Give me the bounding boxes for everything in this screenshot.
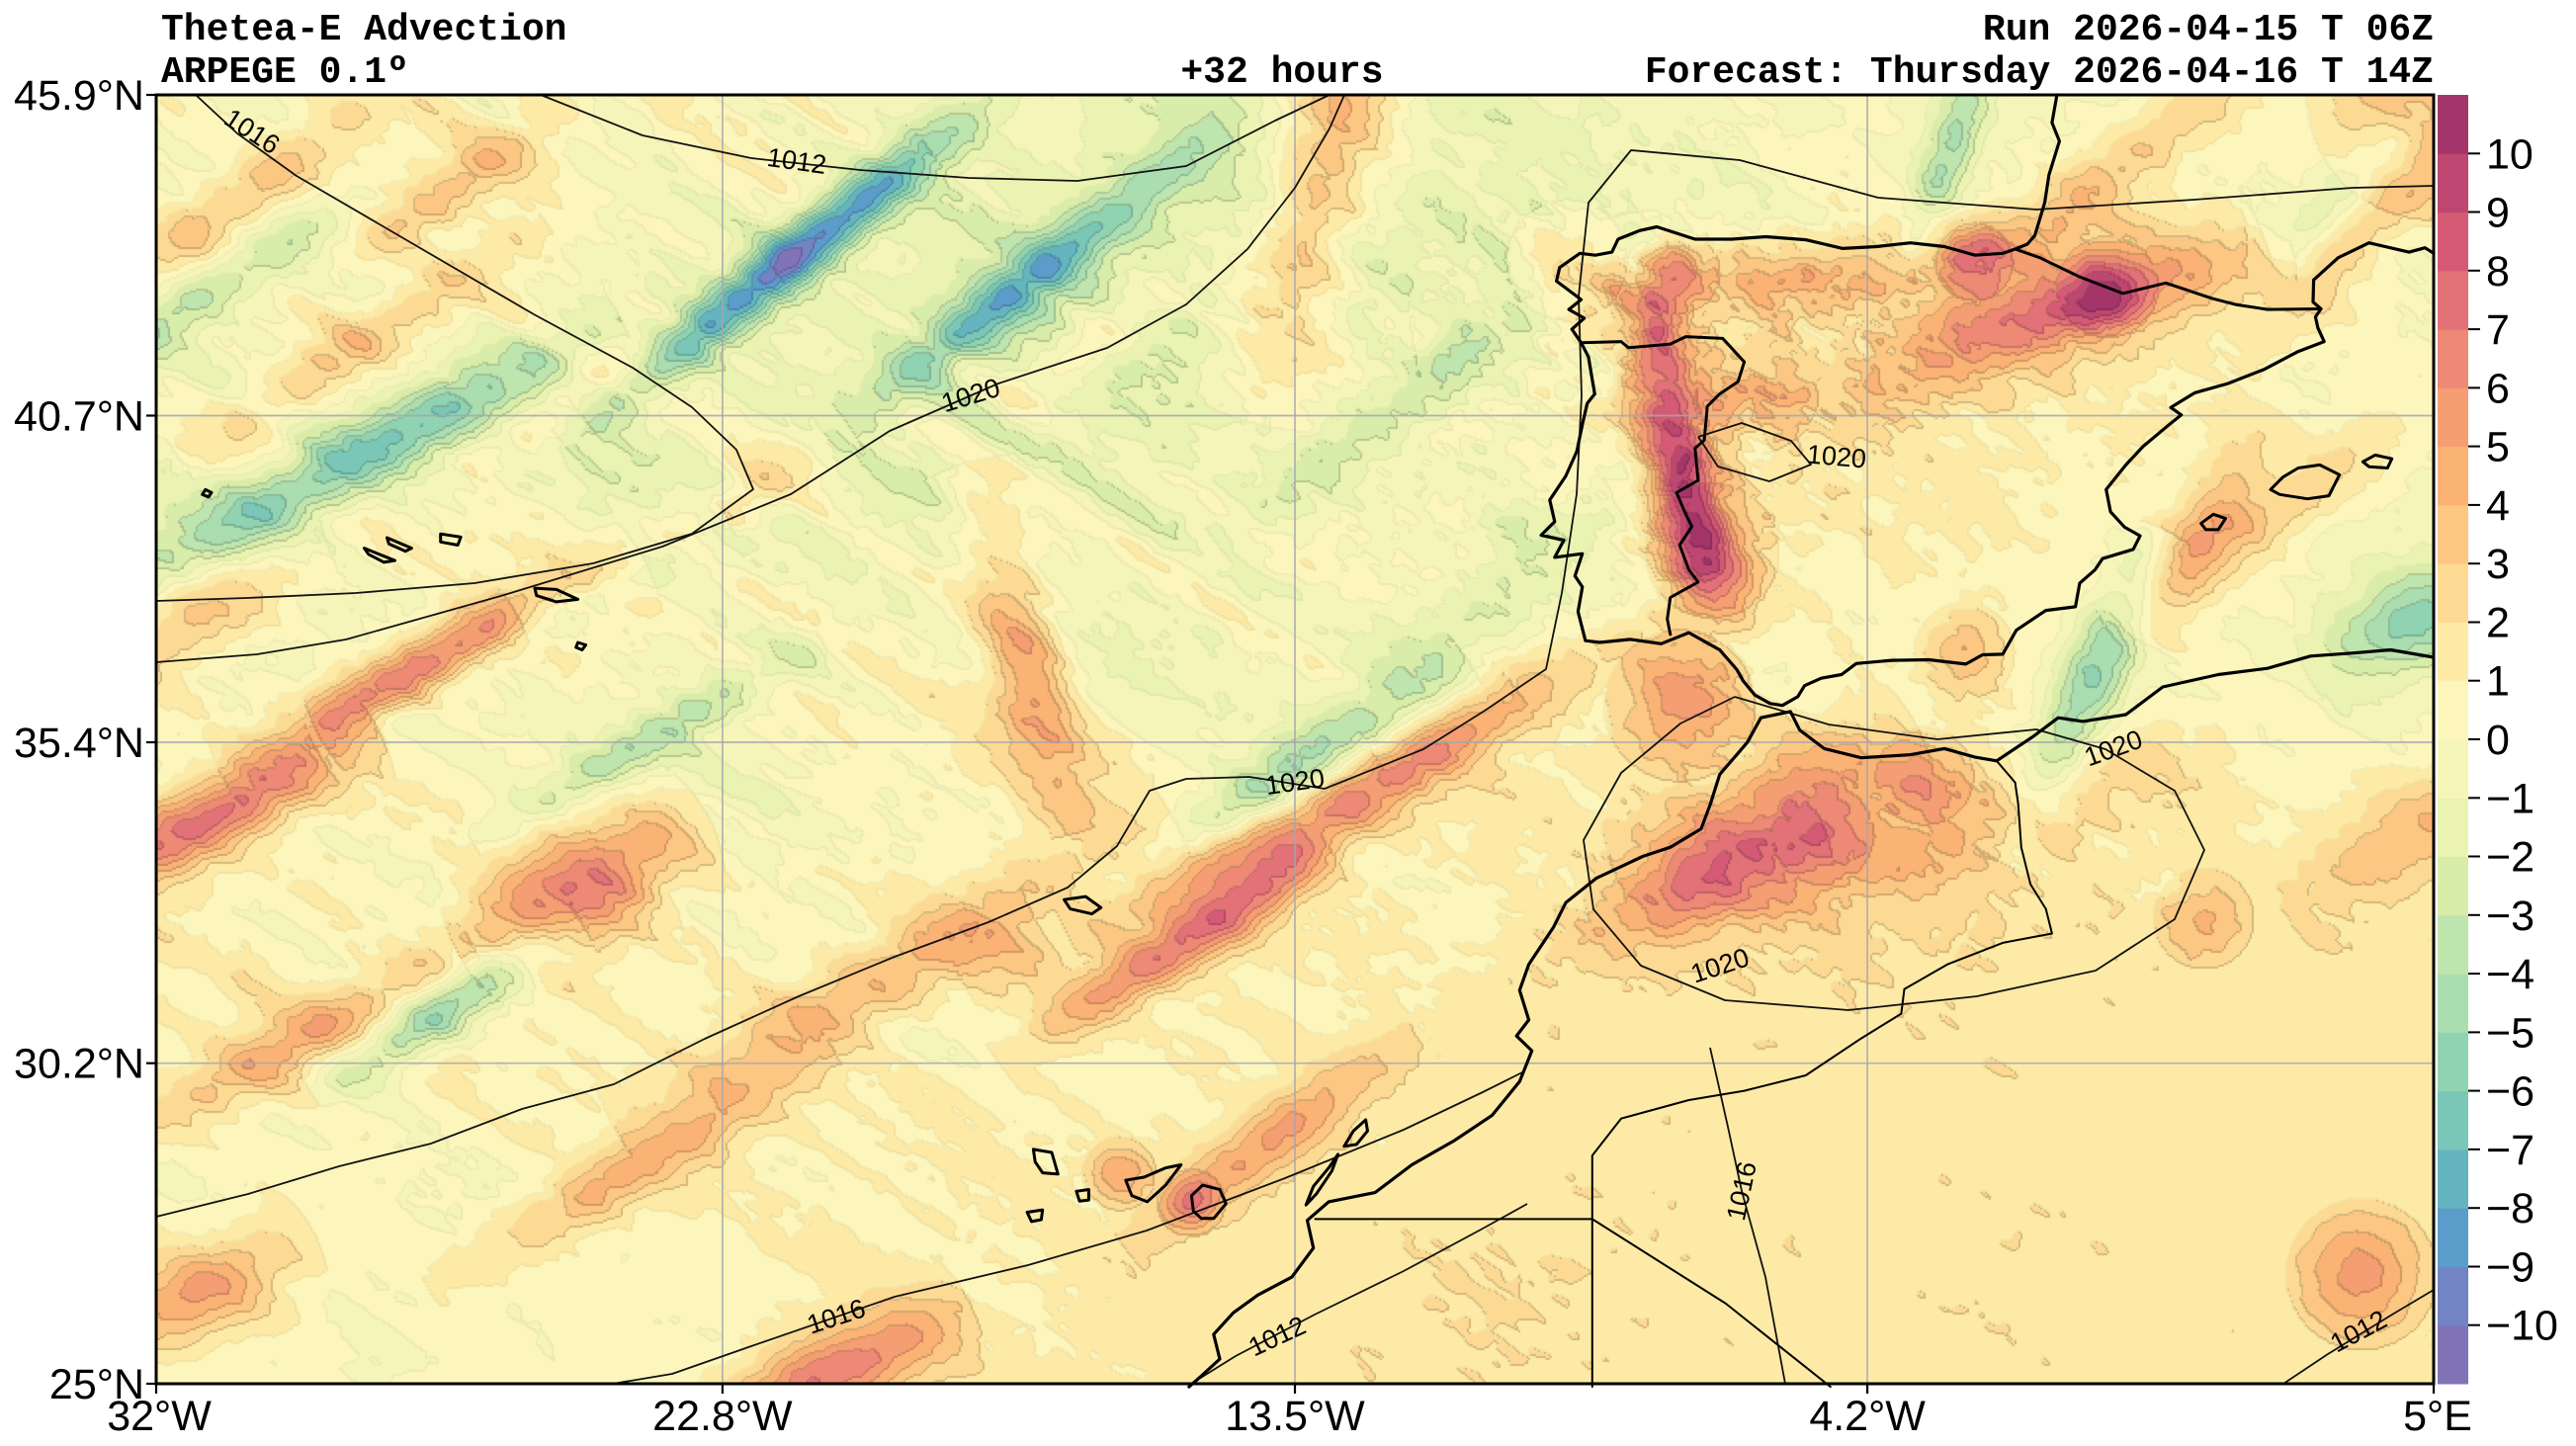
- svg-text:−2: −2: [2486, 834, 2534, 882]
- svg-text:5: 5: [2486, 424, 2510, 471]
- svg-text:1012: 1012: [1244, 1311, 1310, 1363]
- svg-text:1016: 1016: [804, 1293, 869, 1339]
- svg-text:13.5°W: 13.5°W: [1225, 1393, 1365, 1440]
- svg-text:30.2°N: 30.2°N: [14, 1041, 144, 1088]
- svg-text:10: 10: [2486, 130, 2533, 178]
- svg-text:Thetea-E Advection: Thetea-E Advection: [161, 9, 566, 51]
- svg-text:32°W: 32°W: [107, 1393, 212, 1440]
- svg-text:+32 hours: +32 hours: [1180, 51, 1383, 94]
- svg-text:35.4°N: 35.4°N: [14, 720, 144, 767]
- svg-text:9: 9: [2486, 190, 2510, 237]
- svg-text:5°E: 5°E: [2403, 1393, 2472, 1440]
- svg-text:−7: −7: [2486, 1127, 2534, 1174]
- svg-text:2: 2: [2486, 600, 2510, 647]
- svg-text:−3: −3: [2486, 893, 2534, 940]
- svg-text:−5: −5: [2486, 1009, 2534, 1057]
- svg-text:1012: 1012: [765, 142, 828, 180]
- svg-text:6: 6: [2486, 365, 2510, 412]
- svg-text:0: 0: [2486, 717, 2510, 764]
- svg-text:45.9°N: 45.9°N: [14, 72, 144, 120]
- svg-text:22.8°W: 22.8°W: [652, 1393, 793, 1440]
- svg-text:−10: −10: [2486, 1303, 2558, 1350]
- svg-text:1020: 1020: [1263, 763, 1327, 801]
- svg-text:1016: 1016: [1721, 1158, 1762, 1223]
- svg-text:4.2°W: 4.2°W: [1809, 1393, 1926, 1440]
- svg-text:Run 2026-04-15 T 06Z: Run 2026-04-15 T 06Z: [1983, 9, 2434, 51]
- svg-text:−8: −8: [2486, 1185, 2534, 1233]
- svg-text:1020: 1020: [938, 373, 1003, 418]
- svg-text:−9: −9: [2486, 1244, 2534, 1292]
- svg-text:Forecast: Thursday 2026-04-16: Forecast: Thursday 2026-04-16 T 14Z: [1645, 51, 2434, 94]
- svg-text:1020: 1020: [2081, 724, 2147, 773]
- svg-text:1012: 1012: [2325, 1305, 2391, 1359]
- svg-text:1020: 1020: [1687, 942, 1753, 988]
- svg-text:ARPEGE 0.1º: ARPEGE 0.1º: [161, 51, 409, 94]
- svg-text:3: 3: [2486, 541, 2510, 588]
- svg-text:8: 8: [2486, 248, 2510, 296]
- svg-text:25°N: 25°N: [49, 1361, 144, 1408]
- svg-text:1: 1: [2486, 658, 2510, 706]
- svg-text:1016: 1016: [219, 103, 286, 160]
- svg-text:40.7°N: 40.7°N: [14, 393, 144, 441]
- svg-text:1020: 1020: [1806, 439, 1867, 473]
- svg-text:−6: −6: [2486, 1068, 2534, 1116]
- svg-text:4: 4: [2486, 482, 2510, 530]
- svg-text:−4: −4: [2486, 951, 2534, 998]
- svg-text:−1: −1: [2486, 775, 2534, 822]
- svg-text:7: 7: [2486, 306, 2510, 354]
